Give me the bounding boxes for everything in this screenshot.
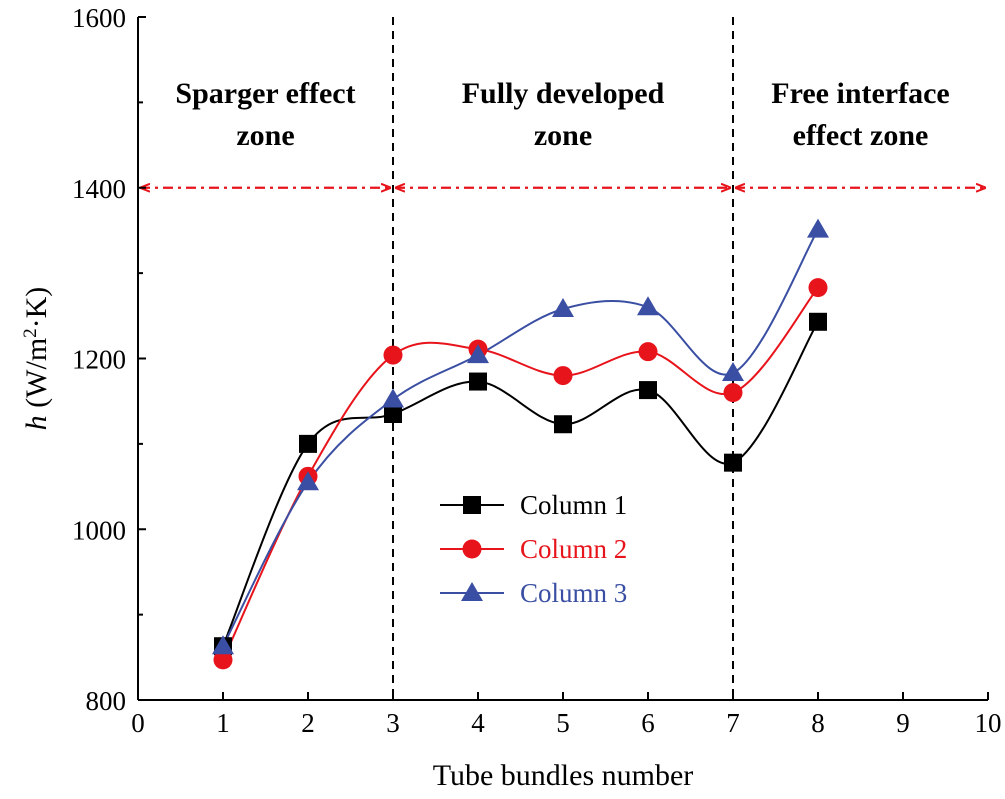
x-tick-label: 4 <box>471 708 485 738</box>
tick-labels: 0 1 2 3 4 5 6 7 8 9 10 800 1000 1200 1400 1600 <box>72 3 1002 738</box>
zone-label-3: effect zone <box>793 119 929 152</box>
data-point-column-2 <box>553 366 573 386</box>
data-point-column-3 <box>212 635 234 655</box>
legend-label-1: Column 1 <box>520 490 627 520</box>
data-point-column-3 <box>382 388 404 408</box>
x-tick-label: 2 <box>301 708 315 738</box>
data-point-column-1 <box>639 381 657 400</box>
x-tick-label: 1 <box>216 708 230 738</box>
data-point-column-1 <box>809 312 827 331</box>
data-point-column-3 <box>722 362 744 382</box>
data-point-column-1 <box>724 453 742 472</box>
legend-marker-3 <box>461 582 483 601</box>
x-axis-label: Tube bundles number <box>433 759 694 792</box>
legend-label-2: Column 2 <box>520 534 627 564</box>
data-point-column-1 <box>384 404 402 423</box>
y-axis-label-units-end: ·K) <box>20 287 53 329</box>
legend-marker-2 <box>462 539 482 559</box>
y-tick-label: 800 <box>86 686 127 716</box>
legend-marker-1 <box>463 496 481 514</box>
y-axis-label: h (W/m2·K) <box>20 287 54 431</box>
zone-labels: Sparger effect zone Fully developed zone Fre… <box>175 77 949 152</box>
data-point-column-3 <box>807 218 829 238</box>
data-point-column-1 <box>554 415 572 434</box>
data-point-column-3 <box>637 296 659 316</box>
axes <box>137 16 989 701</box>
x-tick-label: 10 <box>975 708 1002 738</box>
data-point-column-2 <box>808 278 828 298</box>
data-point-column-2 <box>723 383 743 403</box>
x-tick-label: 3 <box>386 708 400 738</box>
legend: Column 1 Column 2 Column 3 <box>440 490 627 608</box>
data-point-column-2 <box>213 650 233 670</box>
data-point-column-3 <box>552 297 574 317</box>
x-tick-label: 9 <box>896 708 910 738</box>
x-tick-label: 5 <box>556 708 570 738</box>
data-point-column-3 <box>467 344 489 364</box>
data-point-column-2 <box>638 342 658 362</box>
y-tick-label: 1000 <box>72 515 126 545</box>
y-tick-label: 1400 <box>72 174 126 204</box>
data-point-column-3 <box>297 471 319 491</box>
zone-label-1: zone <box>236 119 294 152</box>
zone-label-2: zone <box>534 119 592 152</box>
legend-label-3: Column 3 <box>520 578 627 608</box>
y-axis-label-sup: 2 <box>20 328 41 338</box>
zone-label-3: Free interface <box>771 77 950 110</box>
x-tick-label: 6 <box>641 708 655 738</box>
data-point-column-1 <box>299 434 317 453</box>
y-axis-label-units: (W/m <box>20 338 53 415</box>
series-markers <box>212 218 829 670</box>
x-tick-label: 7 <box>726 708 740 738</box>
zone-label-2: Fully developed <box>462 77 665 110</box>
zone-label-1: Sparger effect <box>175 77 355 110</box>
y-tick-label: 1600 <box>72 3 126 33</box>
data-point-column-1 <box>469 372 487 391</box>
y-axis-label-symbol: h <box>20 415 53 430</box>
x-tick-label: 8 <box>811 708 825 738</box>
x-tick-label: 0 <box>131 708 145 738</box>
data-point-column-2 <box>383 345 403 365</box>
y-tick-label: 1200 <box>72 345 126 375</box>
